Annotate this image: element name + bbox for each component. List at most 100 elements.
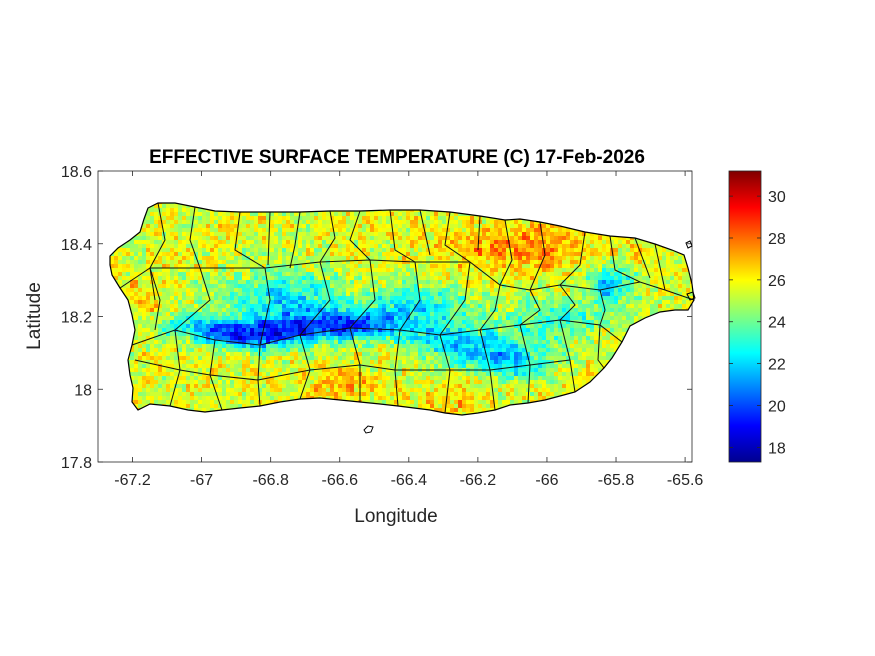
- temperature-cell: [522, 260, 527, 265]
- temperature-cell: [594, 276, 599, 281]
- temperature-cell: [362, 332, 367, 337]
- temperature-cell: [558, 232, 563, 237]
- temperature-cell: [170, 332, 175, 337]
- temperature-cell: [170, 296, 175, 301]
- temperature-cell: [322, 224, 327, 229]
- temperature-cell: [246, 284, 251, 289]
- temperature-cell: [538, 244, 543, 249]
- temperature-cell: [194, 244, 199, 249]
- temperature-cell: [350, 248, 355, 253]
- temperature-cell: [566, 304, 571, 309]
- temperature-cell: [222, 280, 227, 285]
- temperature-cell: [190, 232, 195, 237]
- temperature-cell: [194, 292, 199, 297]
- temperature-cell: [594, 328, 599, 333]
- temperature-cell: [246, 280, 251, 285]
- temperature-cell: [442, 288, 447, 293]
- temperature-cell: [366, 252, 371, 257]
- temperature-cell: [174, 244, 179, 249]
- temperature-cell: [522, 256, 527, 261]
- temperature-cell: [426, 272, 431, 277]
- temperature-cell: [258, 304, 263, 309]
- temperature-cell: [166, 228, 171, 233]
- temperature-cell: [454, 276, 459, 281]
- temperature-cell: [170, 212, 175, 217]
- temperature-cell: [474, 260, 479, 265]
- temperature-cell: [354, 260, 359, 265]
- temperature-cell: [442, 292, 447, 297]
- temperature-cell: [642, 280, 647, 285]
- temperature-cell: [186, 288, 191, 293]
- temperature-cell: [314, 304, 319, 309]
- temperature-cell: [174, 320, 179, 325]
- temperature-cell: [350, 276, 355, 281]
- temperature-cell: [130, 264, 135, 269]
- temperature-cell: [606, 292, 611, 297]
- temperature-cell: [474, 228, 479, 233]
- temperature-cell: [334, 308, 339, 313]
- temperature-cell: [538, 296, 543, 301]
- temperature-cell: [334, 220, 339, 225]
- temperature-cell: [486, 220, 491, 225]
- temperature-cell: [210, 300, 215, 305]
- temperature-cell: [230, 320, 235, 325]
- temperature-cell: [382, 276, 387, 281]
- temperature-cell: [578, 276, 583, 281]
- temperature-cell: [502, 300, 507, 305]
- temperature-cell: [694, 280, 699, 285]
- temperature-cell: [158, 304, 163, 309]
- temperature-cell: [298, 252, 303, 257]
- temperature-cell: [246, 248, 251, 253]
- temperature-cell: [466, 300, 471, 305]
- temperature-cell: [202, 276, 207, 281]
- temperature-cell: [650, 244, 655, 249]
- temperature-cell: [146, 280, 151, 285]
- temperature-cell: [346, 328, 351, 333]
- temperature-cell: [494, 304, 499, 309]
- temperature-cell: [282, 284, 287, 289]
- temperature-cell: [150, 324, 155, 329]
- temperature-cell: [130, 296, 135, 301]
- temperature-cell: [610, 280, 615, 285]
- temperature-cell: [654, 284, 659, 289]
- temperature-cell: [386, 324, 391, 329]
- temperature-cell: [282, 304, 287, 309]
- temperature-cell: [278, 216, 283, 221]
- temperature-cell: [566, 312, 571, 317]
- temperature-cell: [486, 296, 491, 301]
- temperature-cell: [286, 264, 291, 269]
- temperature-cell: [214, 280, 219, 285]
- temperature-cell: [686, 276, 691, 281]
- temperature-cell: [602, 296, 607, 301]
- temperature-cell: [490, 288, 495, 293]
- temperature-cell: [154, 272, 159, 277]
- temperature-cell: [502, 220, 507, 225]
- temperature-cell: [418, 280, 423, 285]
- temperature-cell: [190, 228, 195, 233]
- temperature-cell: [326, 288, 331, 293]
- temperature-cell: [238, 240, 243, 245]
- temperature-cell: [642, 248, 647, 253]
- temperature-cell: [318, 284, 323, 289]
- temperature-cell: [322, 216, 327, 221]
- temperature-cell: [658, 284, 663, 289]
- temperature-cell: [446, 264, 451, 269]
- temperature-cell: [470, 228, 475, 233]
- temperature-cell: [402, 232, 407, 237]
- temperature-cell: [478, 264, 483, 269]
- temperature-cell: [246, 212, 251, 217]
- temperature-cell: [318, 292, 323, 297]
- temperature-cell: [310, 292, 315, 297]
- temperature-cell: [422, 292, 427, 297]
- temperature-cell: [474, 324, 479, 329]
- temperature-cell: [394, 240, 399, 245]
- temperature-cell: [258, 256, 263, 261]
- temperature-cell: [178, 224, 183, 229]
- temperature-cell: [246, 272, 251, 277]
- temperature-cell: [634, 316, 639, 321]
- temperature-cell: [198, 208, 203, 213]
- temperature-cell: [506, 252, 511, 257]
- temperature-cell: [478, 324, 483, 329]
- temperature-cell: [414, 308, 419, 313]
